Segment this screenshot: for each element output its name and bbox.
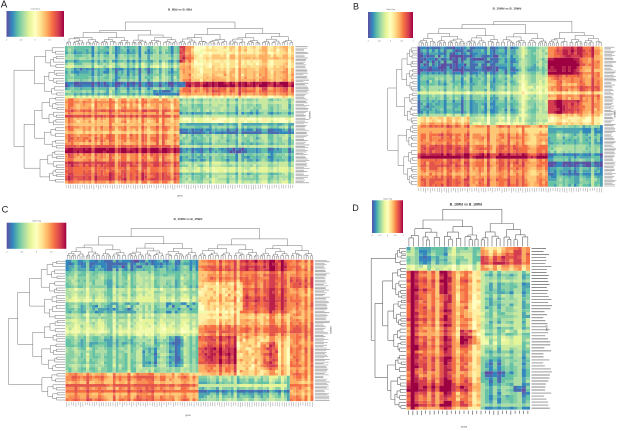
svg-text:gene: gene: [177, 195, 183, 198]
svg-text:sample: sample: [308, 111, 311, 119]
svg-text:0.5: 0.5: [50, 252, 53, 254]
svg-text:0: 0: [36, 252, 37, 254]
svg-text:B_10Wd vs B_10Wd: B_10Wd vs B_10Wd: [493, 7, 522, 11]
svg-text:sample: sample: [329, 326, 332, 334]
svg-text:B_6Bd vs B_6Bd: B_6Bd vs B_6Bd: [168, 8, 192, 12]
svg-text:-0.5: -0.5: [378, 235, 381, 237]
svg-text:1: 1: [402, 235, 403, 237]
svg-text:Color Key: Color Key: [32, 219, 42, 222]
svg-text:-0.5: -0.5: [378, 40, 381, 42]
svg-text:-1: -1: [367, 40, 369, 42]
svg-text:0: 0: [35, 40, 36, 42]
svg-text:-1: -1: [6, 40, 8, 42]
svg-text:A: A: [1, 0, 8, 10]
svg-text:0: 0: [387, 235, 388, 237]
svg-text:0.5: 0.5: [400, 40, 403, 42]
svg-text:C: C: [2, 205, 9, 215]
svg-text:D: D: [352, 203, 359, 213]
svg-text:Color Key: Color Key: [386, 8, 396, 11]
svg-text:-0.5: -0.5: [20, 252, 23, 254]
svg-text:gene: gene: [185, 414, 191, 417]
svg-text:1: 1: [63, 40, 64, 42]
svg-text:B_15Wd vs B_15Wd: B_15Wd vs B_15Wd: [174, 217, 203, 221]
svg-text:1: 1: [412, 40, 413, 42]
svg-text:sample: sample: [613, 110, 616, 118]
svg-text:group: group: [461, 426, 468, 429]
svg-text:0: 0: [390, 40, 391, 42]
svg-text:-1: -1: [371, 235, 373, 237]
svg-text:Color Key: Color Key: [383, 197, 393, 200]
svg-text:B_18Wd vs B_18Wd: B_18Wd vs B_18Wd: [450, 202, 482, 206]
svg-text:-0.5: -0.5: [19, 40, 22, 42]
svg-text:1: 1: [66, 252, 67, 254]
svg-text:0.5: 0.5: [394, 235, 397, 237]
svg-text:Color Key: Color Key: [31, 7, 41, 10]
svg-text:-1: -1: [6, 252, 8, 254]
svg-text:0.5: 0.5: [48, 40, 51, 42]
svg-text:group: group: [545, 325, 548, 332]
svg-text:B: B: [353, 1, 359, 11]
